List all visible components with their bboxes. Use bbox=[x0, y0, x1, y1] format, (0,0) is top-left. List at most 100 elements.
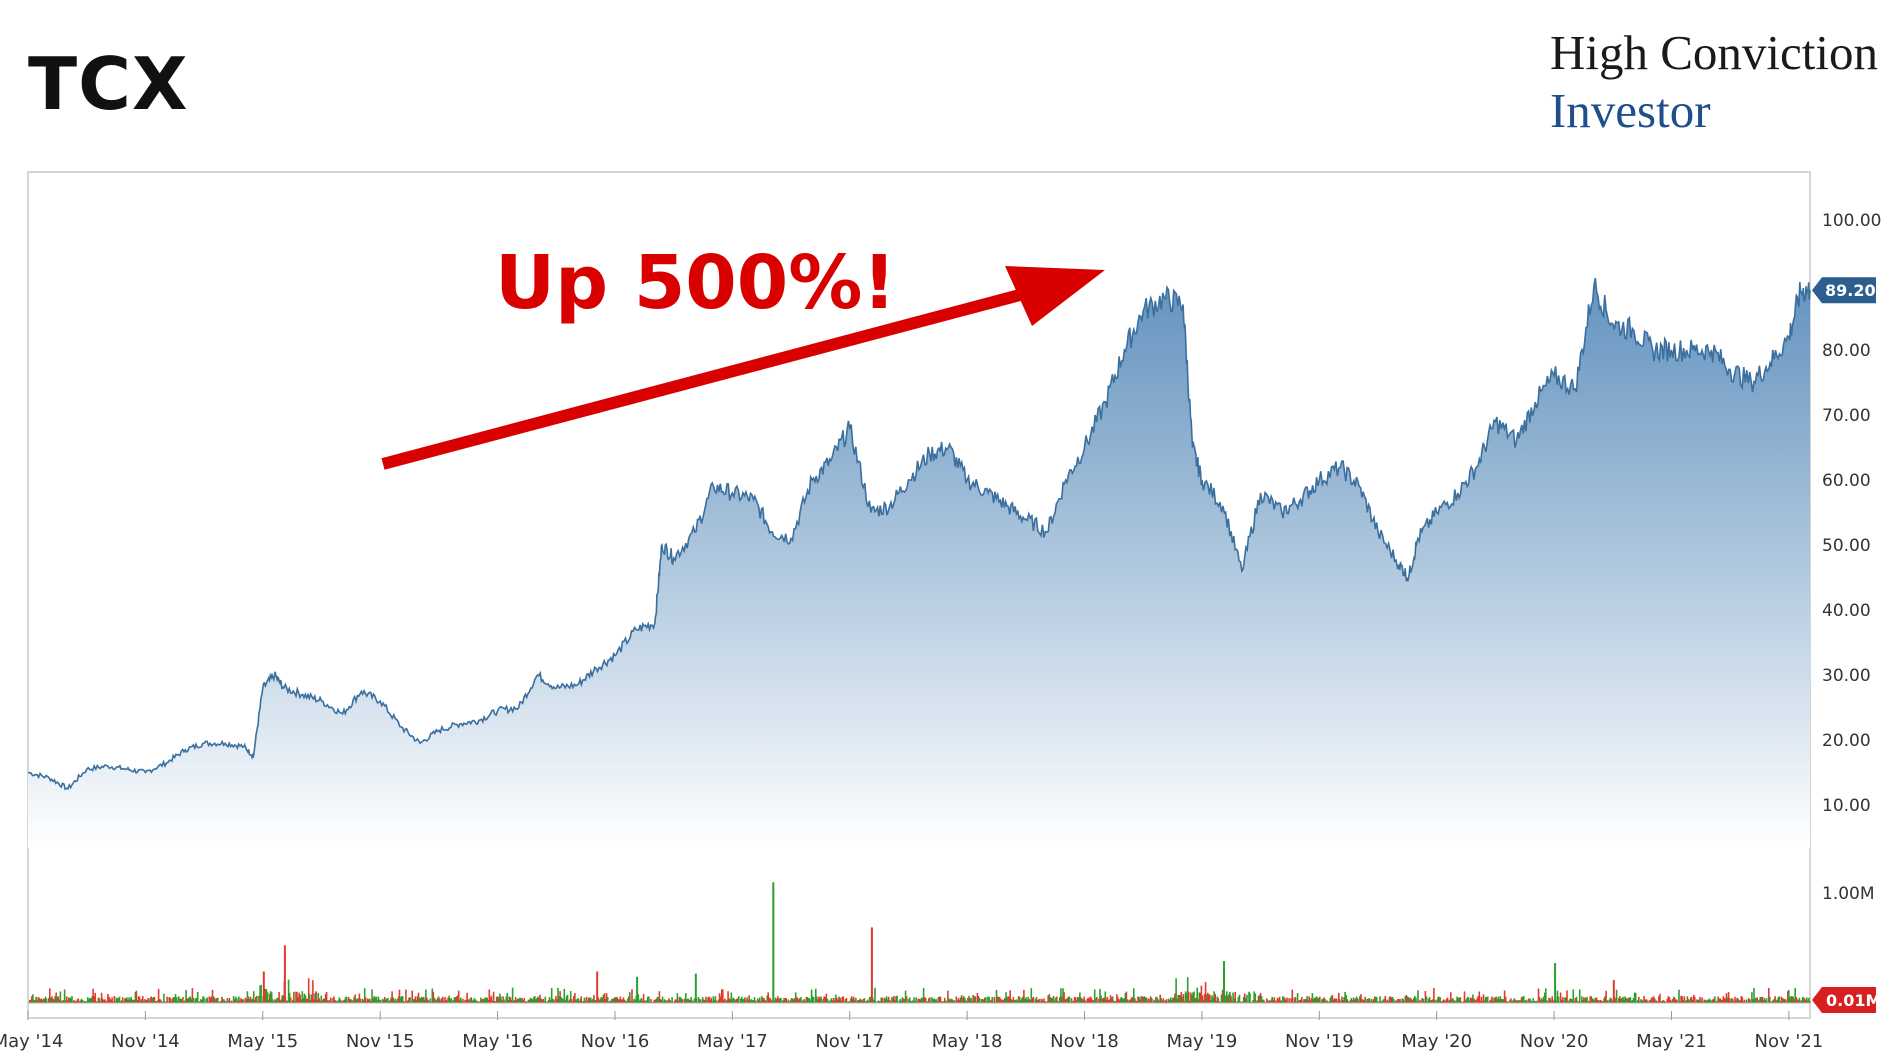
volume-bar bbox=[1651, 997, 1654, 1003]
volume-bar bbox=[1121, 997, 1123, 1003]
volume-bar bbox=[1708, 998, 1711, 1003]
volume-bar bbox=[1319, 996, 1321, 1003]
volume-bar bbox=[1146, 1000, 1149, 1003]
volume-bar bbox=[52, 998, 54, 1003]
volume-bar bbox=[1783, 999, 1786, 1003]
volume-bar bbox=[1301, 997, 1303, 1003]
volume-bar bbox=[259, 985, 261, 1003]
volume-bar bbox=[62, 1000, 65, 1003]
volume-bar bbox=[409, 997, 411, 1003]
volume-bar bbox=[446, 1000, 448, 1003]
volume-bar bbox=[1435, 1001, 1437, 1003]
volume-bar bbox=[1093, 989, 1096, 1003]
volume-bar bbox=[1590, 996, 1593, 1003]
volume-bar bbox=[579, 999, 581, 1003]
volume-bar bbox=[604, 999, 607, 1003]
volume-bar bbox=[516, 999, 518, 1003]
volume-bar bbox=[876, 1001, 878, 1003]
volume-bar bbox=[1373, 996, 1376, 1003]
volume-bar bbox=[506, 992, 509, 1003]
volume-bar bbox=[680, 998, 683, 1003]
volume-bar bbox=[1479, 1000, 1482, 1003]
volume-bar bbox=[1295, 1001, 1298, 1003]
volume-bar bbox=[698, 999, 701, 1003]
volume-bar bbox=[1718, 998, 1720, 1003]
volume-bar bbox=[1141, 996, 1144, 1003]
volume-bar bbox=[697, 997, 700, 1003]
volume-bar bbox=[1313, 997, 1316, 1003]
volume-bar bbox=[1291, 989, 1294, 1003]
volume-bar bbox=[1235, 1001, 1238, 1003]
volume-bar bbox=[764, 1000, 766, 1003]
y-tick-label: 30.00 bbox=[1822, 666, 1871, 686]
volume-bar bbox=[1466, 996, 1469, 1003]
volume-bar bbox=[855, 997, 857, 1003]
volume-bar bbox=[711, 1000, 714, 1003]
volume-bar bbox=[1592, 998, 1595, 1003]
volume-bar bbox=[761, 996, 763, 1003]
volume-bar bbox=[1314, 997, 1317, 1003]
volume-bar bbox=[1740, 996, 1743, 1003]
volume-bar bbox=[332, 998, 334, 1003]
volume-bar bbox=[1483, 1000, 1486, 1003]
volume-bar bbox=[530, 998, 533, 1003]
volume-bar bbox=[1555, 1000, 1558, 1003]
volume-bar bbox=[520, 997, 522, 1003]
volume-bar bbox=[323, 998, 326, 1003]
volume-bar bbox=[1025, 997, 1027, 1003]
volume-bar bbox=[358, 993, 361, 1003]
volume-bar bbox=[1125, 991, 1128, 1003]
volume-bar bbox=[928, 998, 930, 1003]
volume-bar bbox=[1151, 998, 1153, 1003]
volume-bar bbox=[558, 996, 560, 1003]
volume-bar bbox=[1180, 991, 1183, 1003]
volume-bar bbox=[774, 997, 777, 1003]
volume-bar bbox=[1211, 995, 1213, 1003]
volume-bar bbox=[1747, 998, 1750, 1003]
volume-bar bbox=[566, 994, 569, 1003]
volume-bar bbox=[260, 984, 262, 1003]
volume-bar bbox=[1119, 999, 1121, 1003]
volume-bar bbox=[1705, 1000, 1708, 1003]
volume-bar bbox=[207, 1001, 210, 1003]
volume-bar bbox=[742, 999, 744, 1003]
volume-bar bbox=[1760, 997, 1763, 1003]
volume-bar bbox=[1024, 999, 1026, 1003]
volume-bar bbox=[1129, 999, 1132, 1003]
volume-bar bbox=[880, 997, 883, 1003]
volume-bar bbox=[1597, 1000, 1600, 1003]
volume-bar bbox=[1255, 1001, 1258, 1003]
volume-bar bbox=[509, 997, 512, 1003]
x-tick-label: May '14 bbox=[0, 1031, 63, 1052]
volume-bar bbox=[1386, 999, 1389, 1003]
volume-bar bbox=[1340, 1001, 1342, 1003]
volume-bar bbox=[959, 997, 962, 1003]
volume-bar bbox=[61, 1000, 64, 1003]
volume-bar bbox=[468, 1000, 471, 1003]
volume-bar bbox=[1004, 997, 1006, 1003]
volume-bar bbox=[1761, 996, 1764, 1003]
volume-bar bbox=[844, 999, 847, 1003]
volume-bar bbox=[767, 992, 769, 1003]
volume-bar bbox=[1477, 996, 1479, 1003]
volume-bar bbox=[1257, 996, 1260, 1003]
volume-bar bbox=[551, 998, 554, 1003]
volume-bar bbox=[1272, 1000, 1275, 1003]
volume-bar bbox=[266, 992, 269, 1003]
volume-bar bbox=[974, 996, 977, 1003]
volume-bar bbox=[1167, 998, 1170, 1003]
volume-bar bbox=[955, 996, 958, 1003]
volume-bar bbox=[1184, 991, 1187, 1003]
volume-bar bbox=[523, 998, 525, 1003]
volume-bar bbox=[1402, 999, 1404, 1003]
volume-bar bbox=[64, 1000, 67, 1003]
volume-bar bbox=[372, 998, 374, 1003]
volume-bar bbox=[1521, 996, 1524, 1003]
volume-bar bbox=[1232, 992, 1234, 1003]
volume-bar bbox=[77, 998, 80, 1003]
volume-bar bbox=[1250, 1001, 1252, 1003]
volume-bar bbox=[912, 1000, 914, 1003]
volume-bar bbox=[1782, 998, 1785, 1003]
volume-bar bbox=[623, 999, 626, 1003]
volume-bar bbox=[1316, 997, 1319, 1003]
